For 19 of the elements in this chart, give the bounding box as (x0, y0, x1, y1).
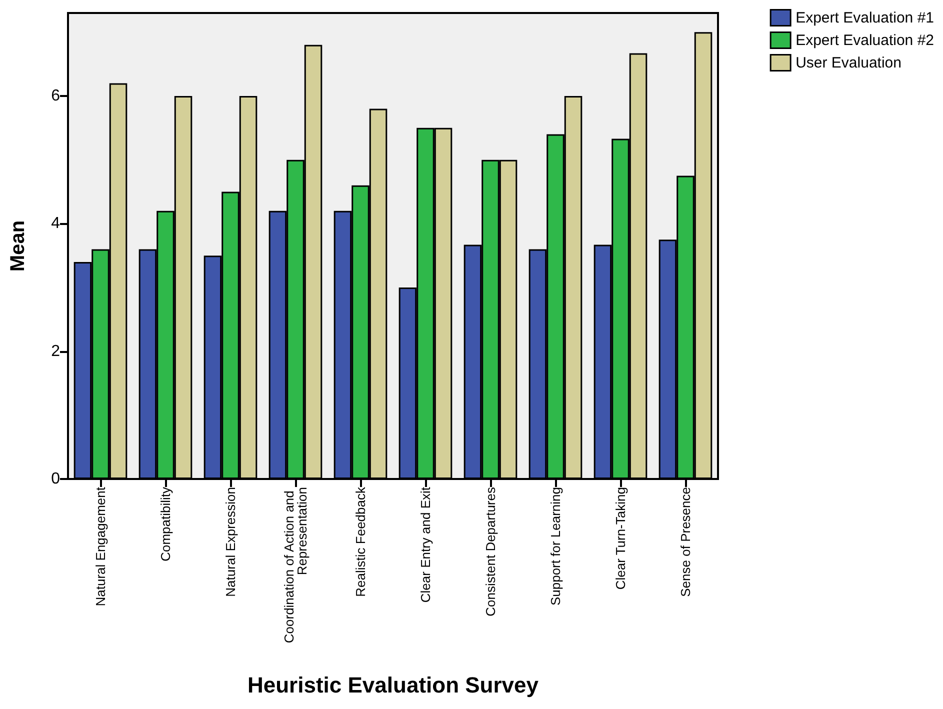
legend-label: Expert Evaluation #1 (796, 9, 934, 26)
y-tick-label: 4 (51, 215, 60, 232)
y-tick-label: 6 (51, 87, 60, 104)
x-tick-label: Consistent Departures (483, 486, 498, 616)
x-axis-title: Heuristic Evaluation Survey (248, 672, 540, 698)
legend-label: User Evaluation (796, 54, 902, 72)
x-tick-label: Clear Entry and Exit (418, 486, 433, 603)
x-tick-label: Natural Engagement (93, 486, 108, 606)
x-tick-label: Clear Turn-Taking (613, 487, 628, 590)
x-tick-label: Sense of Presence (678, 487, 693, 597)
x-tick-label: Natural Expression (223, 487, 238, 597)
y-tick-label: 2 (51, 342, 60, 360)
x-tick-label: Compatibility (158, 486, 173, 562)
x-tick-label: Realistic Feedback (353, 486, 368, 597)
y-axis-title: Mean (7, 220, 29, 272)
x-tick-label: Support for Learning (548, 487, 563, 606)
x-tick-label: Coordination of Action and Representation (282, 487, 310, 644)
legend-label: Expert Evaluation #2 (796, 32, 934, 49)
y-tick-label: 0 (51, 470, 60, 488)
